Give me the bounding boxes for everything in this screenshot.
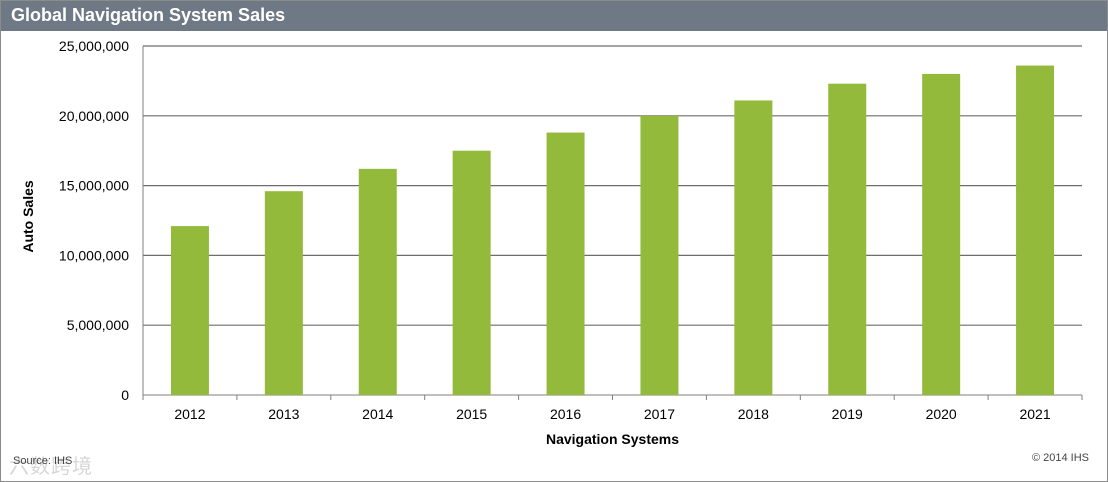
x-tick-label: 2015 bbox=[456, 406, 487, 422]
y-tick-label: 10,000,000 bbox=[59, 247, 129, 263]
x-tick-label: 2017 bbox=[644, 406, 675, 422]
y-tick-label: 20,000,000 bbox=[59, 108, 129, 124]
y-tick-label: 25,000,000 bbox=[59, 38, 129, 54]
bar bbox=[640, 115, 679, 396]
y-tick-label: 15,000,000 bbox=[59, 178, 129, 194]
source-note: Source: IHS bbox=[13, 455, 73, 467]
x-tick-label: 2013 bbox=[268, 406, 299, 422]
bar bbox=[546, 132, 585, 395]
bar bbox=[734, 100, 773, 395]
x-tick-label: 2012 bbox=[174, 406, 205, 422]
bar bbox=[170, 226, 209, 395]
y-axis-title: Auto Sales bbox=[20, 180, 36, 253]
x-tick-label: 2018 bbox=[738, 406, 769, 422]
bar bbox=[922, 73, 961, 396]
x-tick-label: 2014 bbox=[362, 406, 393, 422]
x-tick-label: 2019 bbox=[832, 406, 863, 422]
chart-title: Global Navigation System Sales bbox=[11, 5, 286, 25]
x-axis-title: Navigation Systems bbox=[546, 431, 679, 447]
x-tick-label: 2020 bbox=[926, 406, 957, 422]
y-tick-label: 5,000,000 bbox=[67, 317, 129, 333]
bar bbox=[828, 83, 867, 395]
y-tick-label: 0 bbox=[121, 387, 129, 403]
copyright-note: © 2014 IHS bbox=[1031, 452, 1089, 464]
bar bbox=[1016, 65, 1055, 395]
bar bbox=[358, 168, 397, 395]
x-tick-label: 2016 bbox=[550, 406, 581, 422]
x-tick-label: 2021 bbox=[1019, 406, 1050, 422]
bar bbox=[264, 191, 303, 395]
watermark: 六数跨境 bbox=[9, 454, 93, 478]
bar bbox=[452, 150, 491, 395]
title-bar: Global Navigation System Sales bbox=[1, 1, 1107, 31]
